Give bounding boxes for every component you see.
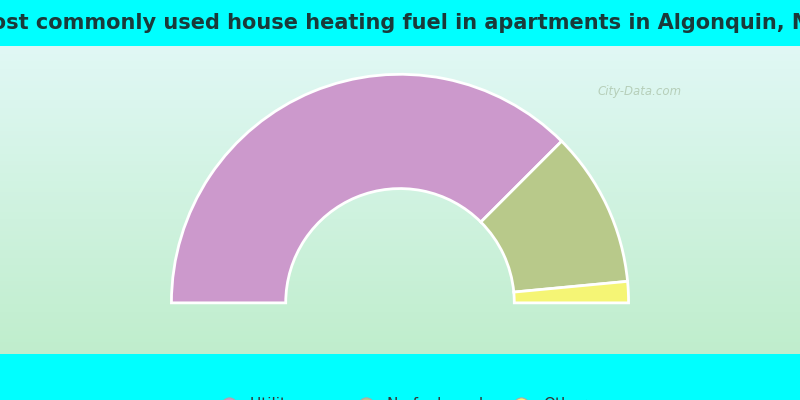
Bar — [0, 181, 800, 184]
Legend: Utility gas, No fuel used, Other: Utility gas, No fuel used, Other — [209, 392, 591, 400]
Bar — [0, 173, 800, 177]
Bar — [0, 223, 800, 227]
Bar — [0, 142, 800, 146]
Bar — [0, 296, 800, 300]
Bar — [0, 281, 800, 285]
Bar — [0, 77, 800, 81]
Bar — [0, 250, 800, 254]
Bar — [0, 238, 800, 242]
Bar — [0, 131, 800, 134]
Bar — [0, 88, 800, 92]
Bar — [0, 96, 800, 100]
Bar — [0, 277, 800, 281]
Bar — [0, 138, 800, 142]
Bar — [0, 192, 800, 196]
Bar — [0, 323, 800, 327]
Bar — [0, 200, 800, 204]
Bar — [0, 354, 800, 400]
Bar — [0, 316, 800, 319]
Bar — [0, 123, 800, 127]
Bar — [0, 92, 800, 96]
Bar — [0, 127, 800, 131]
Bar — [0, 158, 800, 162]
Bar — [0, 331, 800, 335]
Bar — [0, 188, 800, 192]
Bar — [0, 273, 800, 277]
Bar — [0, 69, 800, 73]
Bar — [0, 115, 800, 119]
Bar — [0, 327, 800, 331]
Bar — [0, 312, 800, 316]
Bar — [0, 0, 800, 46]
Wedge shape — [481, 141, 627, 292]
Bar — [0, 150, 800, 154]
Bar — [0, 242, 800, 246]
Wedge shape — [171, 74, 562, 303]
Bar — [0, 81, 800, 84]
Bar — [0, 254, 800, 258]
Bar — [0, 335, 800, 338]
Bar — [0, 119, 800, 123]
Bar — [0, 154, 800, 158]
Bar — [0, 219, 800, 223]
Bar — [0, 146, 800, 150]
Bar — [0, 165, 800, 169]
Text: Most commonly used house heating fuel in apartments in Algonquin, MD: Most commonly used house heating fuel in… — [0, 13, 800, 33]
Bar — [0, 185, 800, 188]
Bar — [0, 84, 800, 88]
Bar — [0, 338, 800, 342]
Bar — [0, 50, 800, 54]
Bar — [0, 46, 800, 50]
Bar — [0, 134, 800, 138]
Bar — [0, 73, 800, 77]
Bar — [0, 177, 800, 181]
Bar — [0, 208, 800, 212]
Bar — [0, 308, 800, 312]
Bar — [0, 100, 800, 104]
Bar — [0, 246, 800, 250]
Bar — [0, 231, 800, 235]
Bar — [0, 169, 800, 173]
Bar — [0, 54, 800, 58]
Bar — [0, 215, 800, 219]
Bar — [0, 162, 800, 165]
Bar — [0, 319, 800, 323]
Bar — [0, 350, 800, 354]
Bar — [0, 65, 800, 69]
Wedge shape — [514, 281, 629, 303]
Bar — [0, 112, 800, 115]
Bar — [0, 288, 800, 292]
Bar — [0, 108, 800, 112]
Text: City-Data.com: City-Data.com — [598, 86, 682, 98]
Bar — [0, 300, 800, 304]
Bar — [0, 304, 800, 308]
Bar — [0, 292, 800, 296]
Bar — [0, 346, 800, 350]
Bar — [0, 104, 800, 108]
Bar — [0, 58, 800, 62]
Bar — [0, 204, 800, 208]
Bar — [0, 227, 800, 231]
Bar — [0, 61, 800, 65]
Bar — [0, 266, 800, 269]
Bar — [0, 342, 800, 346]
Bar — [0, 269, 800, 273]
Bar — [0, 196, 800, 200]
Bar — [0, 258, 800, 262]
Bar — [0, 285, 800, 288]
Bar — [0, 235, 800, 238]
Bar — [0, 262, 800, 266]
Bar — [0, 212, 800, 215]
